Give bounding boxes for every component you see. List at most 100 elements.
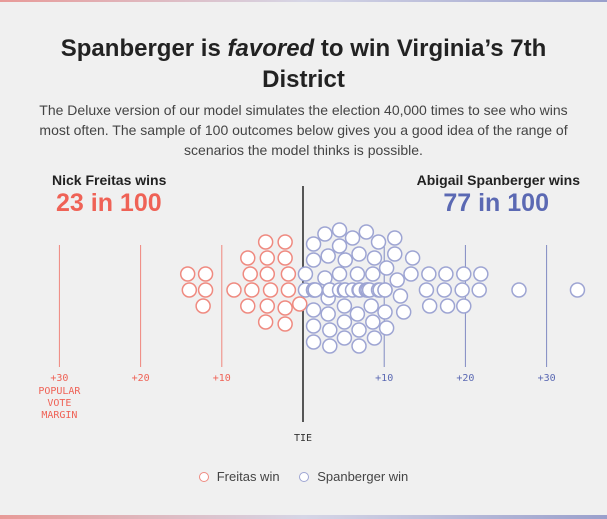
outcome-dot-spanberger: [351, 246, 367, 262]
outcome-dot-spanberger: [349, 306, 366, 322]
outcome-dot-freitas: [257, 314, 274, 330]
outcome-dot-spanberger: [370, 234, 387, 250]
outcome-dot-spanberger: [366, 330, 383, 346]
outcome-dot-freitas: [259, 298, 276, 314]
outcome-dot-spanberger: [320, 306, 336, 322]
outcome-dot-spanberger: [389, 272, 405, 288]
outcome-dot-spanberger: [395, 304, 412, 320]
outcome-dot-freitas: [179, 266, 196, 282]
outcome-dot-spanberger: [377, 282, 393, 298]
outcome-dot-freitas: [197, 282, 214, 298]
outcome-dot-freitas: [292, 296, 308, 312]
tick-label: +20: [456, 373, 474, 384]
outcome-dot-freitas: [259, 250, 276, 266]
outcome-dot-spanberger: [454, 282, 470, 298]
outcome-dot-spanberger: [320, 248, 336, 264]
outcome-dot-spanberger: [365, 266, 381, 282]
tick-label: +30: [538, 373, 556, 384]
outcome-dot-spanberger: [336, 298, 353, 314]
outcome-dot-spanberger: [363, 298, 379, 314]
outcome-dot-spanberger: [317, 226, 333, 242]
outcome-dot-spanberger: [322, 338, 338, 354]
outcome-dot-freitas: [259, 266, 276, 282]
tick-label: +20: [132, 373, 150, 384]
outcome-dot-freitas: [181, 282, 198, 298]
outcome-dot-spanberger: [569, 282, 586, 298]
outcome-dot-freitas: [244, 282, 260, 298]
outcome-dot-freitas: [195, 298, 211, 314]
legend-item-spanberger: Spanberger win: [299, 469, 408, 484]
axis-title-word: MARGIN: [41, 410, 77, 421]
legend-swatch-spanberger: [299, 471, 310, 482]
spanberger-count: 77 in 100: [443, 189, 549, 217]
outcome-dot-spanberger: [307, 282, 323, 298]
axis-title-word: POPULAR: [38, 386, 81, 397]
legend: Freitas win Spanberger win: [0, 469, 607, 485]
outcome-dot-spanberger: [378, 320, 395, 336]
legend-label-spanberger: Spanberger win: [317, 469, 409, 484]
outcome-dot-spanberger: [378, 260, 395, 276]
axis-title-word: VOTE: [47, 398, 71, 409]
outcome-dot-spanberger: [473, 266, 489, 282]
tick-label: +10: [375, 373, 393, 384]
outcome-dot-spanberger: [331, 238, 348, 254]
outcome-dot-spanberger: [344, 230, 361, 246]
outcome-dot-spanberger: [349, 266, 366, 282]
tick-label: +30: [50, 373, 68, 384]
outcome-dot-freitas: [240, 298, 256, 314]
top-accent-bar: [0, 0, 607, 2]
outcome-dot-spanberger: [337, 252, 353, 268]
outcome-dot-spanberger: [392, 288, 409, 304]
outcome-dot-spanberger: [471, 282, 487, 298]
outcome-dot-spanberger: [421, 266, 437, 282]
outcome-dot-spanberger: [336, 314, 353, 330]
outcome-dot-freitas: [277, 234, 293, 250]
freitas-count: 23 in 100: [56, 189, 162, 217]
outcome-dot-spanberger: [387, 230, 403, 246]
outcome-dot-spanberger: [439, 298, 456, 314]
outcome-dot-spanberger: [351, 338, 367, 354]
tie-label: TIE: [294, 433, 312, 444]
outcome-dot-freitas: [277, 316, 293, 332]
outcome-dot-spanberger: [305, 252, 322, 268]
legend-item-freitas: Freitas win: [198, 469, 280, 484]
outcome-dot-spanberger: [322, 322, 338, 338]
outcome-dot-freitas: [240, 250, 256, 266]
outcome-dot-spanberger: [438, 266, 454, 282]
outcome-dot-spanberger: [331, 266, 348, 282]
tick-label: +10: [213, 373, 231, 384]
outcome-dot-spanberger: [404, 250, 421, 266]
spanberger-label: Abigail Spanberger wins: [416, 172, 580, 188]
outcome-dot-spanberger: [358, 224, 375, 240]
outcome-dot-spanberger: [305, 236, 322, 252]
outcome-dot-freitas: [257, 234, 274, 250]
outcome-dot-spanberger: [511, 282, 527, 298]
bottom-accent-bar: [0, 515, 607, 519]
outcome-dot-spanberger: [456, 266, 472, 282]
outcome-dot-freitas: [226, 282, 242, 298]
outcome-dot-spanberger: [365, 314, 381, 330]
outcome-dot-freitas: [280, 282, 297, 298]
outcome-dot-freitas: [277, 250, 293, 266]
outcome-dot-spanberger: [377, 304, 393, 320]
outcome-dot-spanberger: [331, 222, 348, 238]
outcome-dot-spanberger: [387, 246, 403, 262]
outcome-dot-freitas: [262, 282, 279, 298]
chart-subtitle: The Deluxe version of our model simulate…: [39, 102, 568, 158]
outcome-dot-freitas: [197, 266, 214, 282]
outcome-dot-spanberger: [403, 266, 419, 282]
title-emphasis: favored: [227, 35, 315, 62]
legend-swatch-freitas: [198, 471, 209, 482]
outcome-dot-spanberger: [305, 318, 322, 334]
outcome-dot-spanberger: [351, 322, 367, 338]
outcome-dot-spanberger: [336, 330, 353, 346]
outcome-dot-spanberger: [297, 266, 314, 282]
outcome-dot-spanberger: [418, 282, 435, 298]
chart-title: Spanberger is favored to win Virginia’s …: [60, 35, 547, 93]
legend-label-freitas: Freitas win: [216, 469, 280, 484]
outcome-dot-spanberger: [436, 282, 453, 298]
outcome-dot-freitas: [280, 266, 297, 282]
outcome-dot-spanberger: [305, 302, 322, 318]
outcome-dot-spanberger: [456, 298, 472, 314]
